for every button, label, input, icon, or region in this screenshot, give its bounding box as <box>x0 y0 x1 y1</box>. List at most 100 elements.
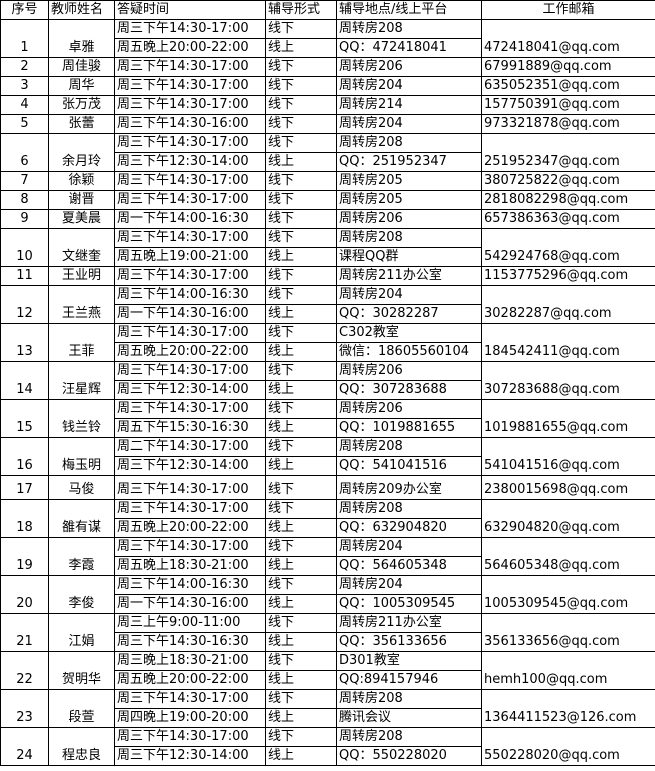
teacher-name: 梅玉明 <box>48 437 115 476</box>
teacher-name: 卓雅 <box>48 19 115 58</box>
tutoring-form: 线下 <box>265 19 337 39</box>
table-row: 20 李俊 周三下午14:00-16:30 线下 周转房204 1005309545@qq… <box>0 575 655 614</box>
tutoring-place: QQ：1005309545 <box>336 594 482 614</box>
tutoring-form: 线下 <box>265 76 337 96</box>
tutoring-time: 周三下午14:30-17:00 <box>114 499 266 519</box>
row-number: 15 <box>0 399 49 438</box>
tutoring-time: 周五晚上20:00-22:00 <box>114 342 266 362</box>
work-email: 1019881655@qq.com <box>481 399 655 438</box>
tutoring-place: 周转房206 <box>336 57 482 77</box>
row-number: 17 <box>0 475 49 500</box>
tutoring-time: 周三下午14:30-17:00 <box>114 133 266 153</box>
tutoring-time: 周三下午14:30-17:00 <box>114 171 266 191</box>
table-row: 1 卓雅 周三下午14:30-17:00 线下 周转房208 472418041@qq.c… <box>0 19 655 58</box>
table-row: 周三下午14:30-16:30 线上 QQ：356133656 <box>1 632 655 652</box>
tutoring-form: 线上 <box>265 518 337 538</box>
work-email: 2818082298@qq.com <box>481 190 655 210</box>
tutoring-time: 周一下午14:30-16:00 <box>114 304 266 324</box>
tutoring-time: 周三下午12:30-14:00 <box>114 456 266 476</box>
tutoring-form: 线上 <box>265 418 337 438</box>
tutoring-place: 周转房211办公室 <box>336 613 482 633</box>
table-row: 周三下午12:30-14:00 线上 QQ：541041516 <box>1 456 655 476</box>
work-email: 67991889@qq.com <box>481 57 655 77</box>
tutoring-place: QQ：472418041 <box>336 38 482 58</box>
tutoring-time: 周三下午14:30-17:00 <box>114 228 266 248</box>
header-form: 辅导形式 <box>265 0 337 20</box>
tutoring-place: C302教室 <box>336 323 482 343</box>
work-email: 973321878@qq.com <box>481 114 655 134</box>
tutoring-time: 周三下午14:30-17:00 <box>114 323 266 343</box>
teacher-name: 程忠良 <box>48 727 115 766</box>
row-number: 4 <box>0 95 49 115</box>
tutoring-form: 线下 <box>265 114 337 134</box>
tutoring-form: 线下 <box>265 323 337 343</box>
tutoring-form: 线下 <box>265 133 337 153</box>
tutoring-time: 周三下午14:30-16:30 <box>114 632 266 652</box>
teacher-name: 王业明 <box>48 266 115 286</box>
table-row: 10 文继奎 周三下午14:30-17:00 线下 周转房208 542924768@qq… <box>0 228 655 267</box>
tutoring-place: 周转房209办公室 <box>336 475 482 500</box>
tutoring-place: 周转房204 <box>336 114 482 134</box>
row-number: 23 <box>0 689 49 728</box>
tutoring-time: 周三下午14:30-17:00 <box>114 190 266 210</box>
tutoring-place: 周转房206 <box>336 361 482 381</box>
tutoring-form: 线下 <box>265 190 337 210</box>
teacher-name: 钱兰铃 <box>48 399 115 438</box>
header-row: 序号 教师姓名 答疑时间 辅导形式 辅导地点/线上平台 工作邮箱 <box>0 0 655 20</box>
teacher-name: 张万茂 <box>48 95 115 115</box>
tutoring-time: 周五晚上20:00-22:00 <box>114 518 266 538</box>
teacher-name: 李俊 <box>48 575 115 614</box>
tutoring-form: 线下 <box>265 209 337 229</box>
table-row: 23 段萱 周三下午14:30-17:00 线下 周转房208 1364411523@12… <box>0 689 655 728</box>
tutoring-place: 周转房208 <box>336 437 482 457</box>
tutoring-place: QQ：550228020 <box>336 746 482 766</box>
tutoring-time: 周三下午12:30-14:00 <box>114 746 266 766</box>
tutoring-time: 周四晚上19:00-20:00 <box>114 708 266 728</box>
tutoring-form: 线下 <box>265 499 337 519</box>
row-number: 13 <box>0 323 49 362</box>
table-row: 周三下午12:30-14:00 线上 QQ：251952347 <box>1 152 655 172</box>
tutoring-time: 周三下午14:00-16:30 <box>114 575 266 595</box>
tutoring-time: 周三下午12:30-14:00 <box>114 380 266 400</box>
tutoring-time: 周三下午14:30-17:00 <box>114 361 266 381</box>
tutoring-place: QQ：1019881655 <box>336 418 482 438</box>
row-number: 10 <box>0 228 49 267</box>
tutoring-time: 周三下午14:30-17:00 <box>114 19 266 39</box>
table-row: 12 王兰燕 周三下午14:00-16:30 线下 周转房204 30282287@qq.… <box>0 285 655 324</box>
tutoring-place: 微信：18605560104 <box>336 342 482 362</box>
table-row: 17 马俊 周三下午14:30-17:00 线下 周转房209办公室 2380015698… <box>0 475 655 500</box>
tutoring-place: 周转房208 <box>336 133 482 153</box>
table-row: 7 徐颖 周三下午14:30-17:00 线下 周转房205 380725822@qq.c… <box>0 171 655 191</box>
tutoring-form: 线下 <box>265 689 337 709</box>
tutoring-time: 周三下午14:30-17:00 <box>114 95 266 115</box>
tutoring-place: 周转房204 <box>336 537 482 557</box>
tutoring-time: 周三下午14:30-17:00 <box>114 399 266 419</box>
table-row: 周五下午15:30-16:30 线上 QQ：1019881655 <box>1 418 655 438</box>
row-number: 14 <box>0 361 49 400</box>
tutoring-place: 周转房206 <box>336 399 482 419</box>
tutoring-place: 周转房208 <box>336 689 482 709</box>
tutoring-place: 周转房204 <box>336 285 482 305</box>
tutoring-form: 线下 <box>265 95 337 115</box>
table-row: 19 李霞 周三下午14:30-17:00 线下 周转房204 564605348@qq.… <box>0 537 655 576</box>
tutoring-time: 周三下午14:30-17:00 <box>114 76 266 96</box>
work-email: 541041516@qq.com <box>481 437 655 476</box>
teacher-name: 夏美晨 <box>48 209 115 229</box>
table-row: 21 江娟 周三上午9:00-11:00 线下 周转房211办公室 356133656@q… <box>0 613 655 652</box>
row-number: 6 <box>0 133 49 172</box>
tutoring-form: 线下 <box>265 361 337 381</box>
tutoring-form: 线下 <box>265 727 337 747</box>
table-row: 13 王菲 周三下午14:30-17:00 线下 C302教室 184542411@qq.… <box>0 323 655 362</box>
work-email: 564605348@qq.com <box>481 537 655 576</box>
tutoring-form: 线下 <box>265 537 337 557</box>
work-email: 30282287@qq.com <box>481 285 655 324</box>
teacher-name: 段萱 <box>48 689 115 728</box>
teacher-name: 王菲 <box>48 323 115 362</box>
tutoring-time: 周三下午14:30-17:00 <box>114 266 266 286</box>
row-number: 21 <box>0 613 49 652</box>
row-number: 3 <box>0 76 49 96</box>
tutoring-place: QQ：541041516 <box>336 456 482 476</box>
work-email: 657386363@qq.com <box>481 209 655 229</box>
table-row: 周三下午12:30-14:00 线上 QQ：550228020 <box>1 746 655 766</box>
table-row: 24 程忠良 周三下午14:30-17:00 线下 周转房208 550228020@qq… <box>0 727 655 766</box>
